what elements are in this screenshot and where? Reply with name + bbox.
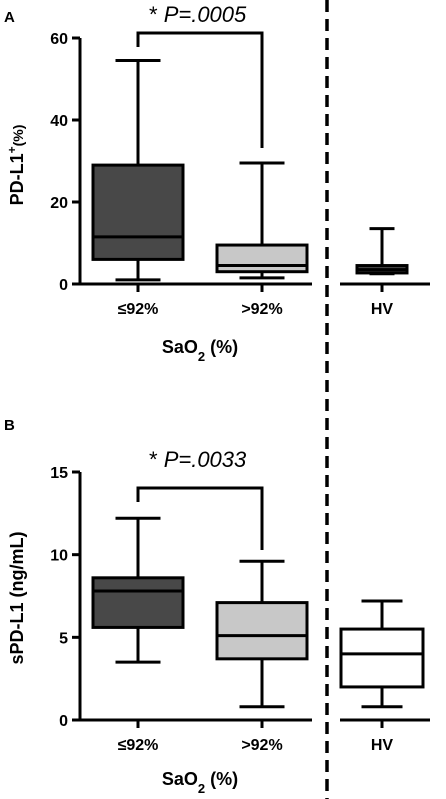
box-b-1 <box>215 601 309 661</box>
y-tick-label-a-0: 0 <box>59 277 68 294</box>
x-tick-label-a-0: ≤92% <box>118 301 159 318</box>
significance-star-a: * <box>149 2 164 27</box>
x-tick-label-b-0: ≤92% <box>118 737 159 754</box>
x-axis-title-b-sub: 2 <box>198 781 205 796</box>
x-axis-title-a: SaO2 (%) <box>162 337 238 364</box>
plot-area-b: 0 5 10 15 ≤92% >92% HV <box>50 465 430 754</box>
x-axis-title-a-main: SaO <box>162 337 198 357</box>
x-axis-title-b-unit: (%) <box>205 769 238 789</box>
significance-star-b: * <box>149 447 164 472</box>
x-tick-label-b-2: HV <box>371 737 394 754</box>
y-tick-label-a-3: 60 <box>50 31 68 48</box>
y-tick-label-b-3: 15 <box>50 465 68 482</box>
significance-bracket-a <box>136 31 264 148</box>
box-a-0 <box>91 163 185 261</box>
box-a-1 <box>215 243 309 274</box>
box-b-0 <box>91 576 185 629</box>
y-tick-label-b-2: 10 <box>50 548 68 565</box>
x-axis-title-b: SaO2 (%) <box>162 769 238 796</box>
y-axis-title-a-sup: + <box>5 146 19 153</box>
panel-label-a: A <box>4 9 15 26</box>
box-b-2 <box>339 627 425 689</box>
y-axis-title-a-main: PD-L1 <box>7 153 27 205</box>
y-tick-label-b-0: 0 <box>59 713 68 730</box>
y-axis-title-a-unit: (%) <box>10 125 26 147</box>
y-tick-label-a-2: 40 <box>50 113 68 130</box>
significance-p-a: P=.0005 <box>164 2 247 27</box>
y-axis-title-b-main: sPD-L1 (ng/mL) <box>7 531 27 664</box>
x-tick-label-b-1: >92% <box>241 737 282 754</box>
y-axis-title-b: sPD-L1 (ng/mL) <box>7 531 27 664</box>
x-axis-title-a-sub: 2 <box>198 349 205 364</box>
significance-p-b: P=.0033 <box>164 447 247 472</box>
x-axis-title-b-main: SaO <box>162 769 198 789</box>
x-tick-label-a-1: >92% <box>241 301 282 318</box>
x-tick-label-a-2: HV <box>371 301 394 318</box>
plot-area-a: 0 20 40 60 ≤92% >92% HV <box>50 31 430 318</box>
y-axis-title-a: PD-L1+(%) <box>5 125 27 206</box>
panel-label-b: B <box>4 417 15 434</box>
significance-label-a: * P=.0005 <box>149 2 247 27</box>
y-tick-label-b-1: 5 <box>59 630 68 647</box>
y-tick-label-a-1: 20 <box>50 195 68 212</box>
x-axis-title-a-unit: (%) <box>205 337 238 357</box>
significance-label-b: * P=.0033 <box>149 447 247 472</box>
significance-bracket-b <box>136 486 264 550</box>
